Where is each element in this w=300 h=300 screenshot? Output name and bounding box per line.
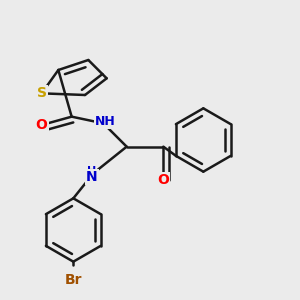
Text: S: S: [37, 86, 47, 100]
Text: N: N: [86, 170, 98, 184]
Text: H: H: [87, 166, 96, 176]
Text: Br: Br: [64, 273, 82, 287]
Text: O: O: [36, 118, 48, 132]
Text: O: O: [158, 173, 169, 187]
Text: NH: NH: [94, 115, 116, 128]
